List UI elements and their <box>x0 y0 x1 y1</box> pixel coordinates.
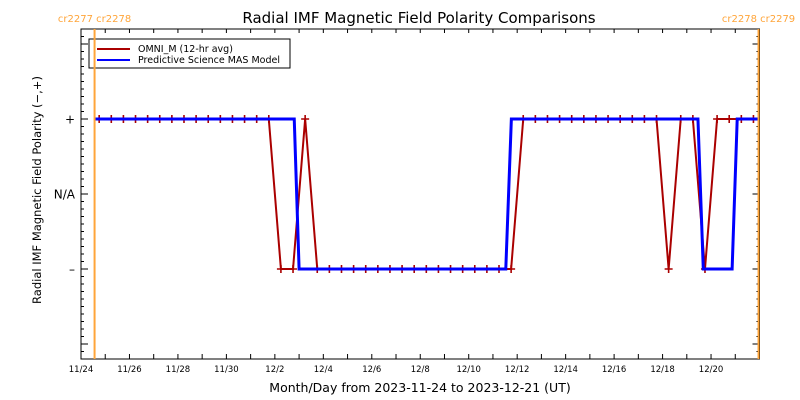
omni-data-point <box>507 265 516 273</box>
omni-data-point <box>301 115 310 123</box>
omni-data-point <box>276 265 285 273</box>
x-tick-label: 11/24 <box>69 365 94 375</box>
mas-model-line <box>94 117 759 271</box>
x-tick-label: 11/28 <box>166 365 191 375</box>
y-tick-label: – <box>69 263 75 277</box>
x-tick-label: 12/6 <box>362 365 381 375</box>
omni-data-point <box>289 265 298 273</box>
x-tick-label: 12/12 <box>505 365 530 375</box>
x-axis-label: Month/Day from 2023-11-24 to 2023-12-21 … <box>269 380 570 395</box>
legend-box <box>88 38 291 69</box>
x-tick-label: 11/26 <box>117 365 142 375</box>
x-tick-label: 12/4 <box>314 365 333 375</box>
x-tick-label: 12/2 <box>265 365 284 375</box>
y-tick-labels: + N/A – <box>54 113 76 277</box>
x-tick-labels: 11/24 11/26 11/28 11/30 12/2 12/4 12/6 12/8 12/1… <box>69 365 724 375</box>
carrington-boundary-label: cr2278 cr2279 <box>722 14 795 25</box>
legend-label-omni: OMNI_M (12-hr avg) <box>138 44 233 55</box>
y-tick-label: N/A <box>54 188 76 202</box>
legend-label-mas: Predictive Science MAS Model <box>138 55 280 66</box>
x-tick-label: 12/18 <box>650 365 675 375</box>
x-tick-label: 12/14 <box>553 365 578 375</box>
y-axis-label: Radial IMF Magnetic Field Polarity (−,+) <box>30 76 44 304</box>
chart-title: Radial IMF Magnetic Field Polarity Compa… <box>242 9 595 27</box>
y-tick-label: + <box>65 113 75 127</box>
x-tick-label: 12/10 <box>456 365 481 375</box>
x-tick-label: 11/30 <box>214 365 239 375</box>
omni-data-point <box>713 115 722 123</box>
carrington-boundary-label: cr2277 cr2278 <box>58 14 131 25</box>
x-tick-label: 12/16 <box>602 365 627 375</box>
mas-model-series <box>94 117 759 271</box>
x-tick-label: 12/8 <box>411 365 430 375</box>
carrington-boundaries: cr2277 cr2278 cr2278 cr2279 <box>58 14 795 359</box>
omni-data-point <box>725 115 734 123</box>
legend: OMNI_M (12-hr avg) Predictive Science MA… <box>88 38 291 69</box>
x-tick-label: 12/20 <box>699 365 724 375</box>
omni-data-point <box>664 265 673 273</box>
